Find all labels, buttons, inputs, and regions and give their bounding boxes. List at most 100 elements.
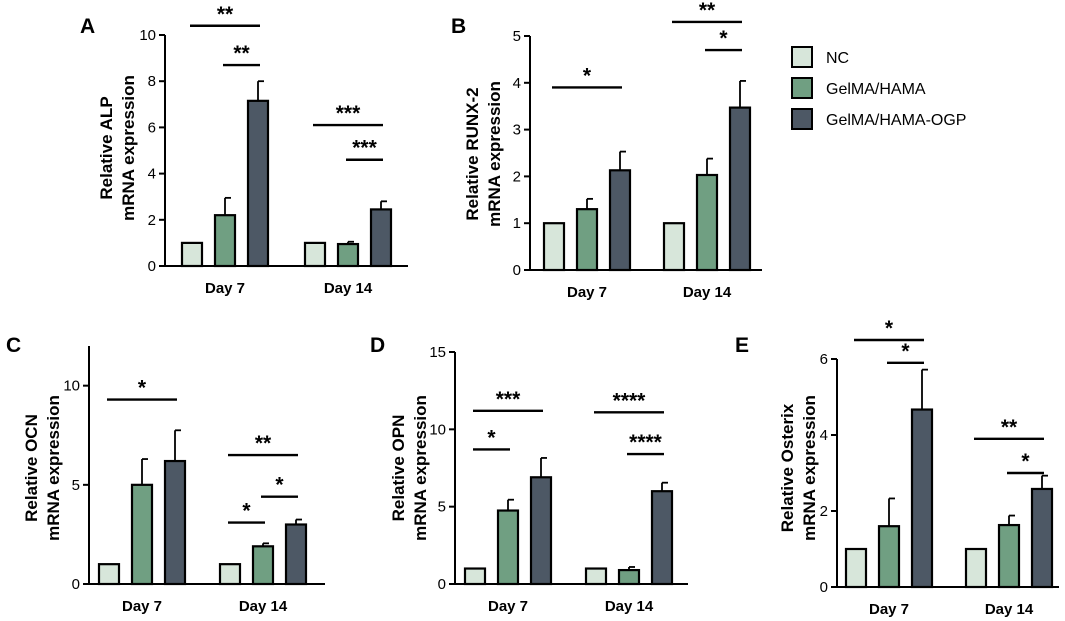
panel-letter: D (370, 334, 385, 357)
y-tick-label: 1 (513, 215, 521, 232)
bar-gelma-hama-day-7 (496, 509, 520, 586)
bar-nc-day-14 (964, 547, 988, 589)
y-axis-label-line: mRNA expression (44, 395, 63, 541)
y-axis-label-line: Relative OPN (389, 415, 408, 522)
bar-gelma-hama-day-14 (251, 545, 275, 586)
legend: NC GelMA/HAMA GelMA/HAMA-OGP (791, 46, 966, 130)
y-tick-label: 5 (438, 499, 446, 516)
bar-gelma-hama-day-14 (336, 242, 360, 268)
y-axis-label: Relative RUNX-2 mRNA expression (463, 81, 504, 227)
bar-nc-day-14 (584, 567, 608, 586)
significance-label: * (275, 474, 284, 497)
y-tick-label: 10 (63, 378, 80, 395)
y-tick-label: 4 (820, 427, 828, 444)
x-category-label: Day 7 (122, 598, 162, 615)
y-tick-label: 2 (513, 168, 521, 185)
bar-nc-day-14 (303, 241, 327, 268)
y-tick-label: 3 (513, 122, 521, 139)
bar-nc-day-14 (662, 222, 686, 272)
bar-nc-day-14 (218, 563, 242, 586)
bar-nc-day-7 (97, 563, 121, 586)
bar-nc-day-7 (463, 567, 487, 586)
bar-gelma-hama-ogp-day-14 (284, 523, 308, 586)
y-axis-label-line: mRNA expression (119, 75, 138, 221)
y-tick-label: 5 (513, 28, 521, 45)
y-tick-label: 0 (148, 258, 156, 275)
significance-label: * (583, 64, 592, 87)
y-axis-label: Relative ALP mRNA expression (97, 75, 138, 221)
y-tick-label: 5 (72, 477, 80, 494)
y-tick-label: 4 (148, 166, 156, 183)
y-tick-label: 8 (148, 73, 156, 90)
significance-label: * (138, 377, 147, 400)
legend-label: NC (826, 50, 849, 67)
y-axis-label-line: mRNA expression (485, 81, 504, 227)
significance-label: * (719, 27, 728, 50)
y-tick-label: 6 (148, 119, 156, 136)
y-axis-label: Relative OCN mRNA expression (22, 395, 63, 541)
y-tick-label: 15 (429, 344, 446, 361)
bar-gelma-hama-day-14 (997, 523, 1021, 589)
y-tick-label: 2 (148, 212, 156, 229)
x-category-label: Day 7 (869, 601, 909, 618)
bar-nc-day-7 (542, 222, 566, 272)
significance-label: * (242, 500, 251, 523)
bar-gelma-hama-ogp-day-14 (1030, 487, 1054, 589)
y-tick-label: 2 (820, 503, 828, 520)
panel-a: A Relative ALP mRNA expression 0 2 4 6 8 10 Day 7… (80, 3, 408, 297)
legend-label: GelMA/HAMA (826, 81, 926, 98)
bar-gelma-hama-ogp-day-7 (910, 408, 934, 589)
significance-label: * (487, 426, 496, 449)
x-category-label: Day 7 (567, 284, 607, 301)
significance-label: **** (629, 431, 663, 454)
bar-gelma-hama-ogp-day-7 (608, 169, 632, 272)
legend-swatch (791, 108, 813, 130)
bar-gelma-hama-ogp-day-14 (728, 106, 752, 272)
significance-label: **** (613, 389, 647, 412)
y-axis-label-line: Relative RUNX-2 (463, 87, 482, 220)
bar-gelma-hama-ogp-day-14 (369, 208, 393, 268)
significance-label: ** (1001, 416, 1018, 439)
panel-d: D Relative OPN mRNA expression 0 5 10 15 Day 7 D… (370, 334, 688, 615)
panel-letter: E (735, 334, 749, 357)
x-category-label: Day 14 (985, 601, 1034, 618)
significance-label: * (885, 317, 894, 340)
x-category-label: Day 14 (605, 598, 654, 615)
x-category-label: Day 7 (488, 598, 528, 615)
x-category-label: Day 14 (324, 280, 373, 297)
x-category-label: Day 7 (205, 280, 245, 297)
panel-b: B Relative RUNX-2 mRNA expression 0 1 2 3 4 5 Day… (451, 0, 762, 301)
bar-gelma-hama-ogp-day-14 (650, 490, 674, 586)
legend-label: GelMA/HAMA-OGP (826, 112, 966, 129)
bar-nc-day-7 (180, 241, 204, 268)
significance-label: * (901, 340, 910, 363)
panel-c: C Relative OCN mRNA expression 0 5 10 Day 7 Day… (6, 334, 325, 615)
x-category-label: Day 14 (239, 598, 288, 615)
panel-letter: A (80, 15, 95, 38)
bar-gelma-hama-day-7 (575, 208, 599, 272)
y-axis-label-line: mRNA expression (411, 395, 430, 541)
y-tick-label: 0 (72, 576, 80, 593)
bar-gelma-hama-ogp-day-7 (163, 459, 187, 586)
y-axis-label-line: mRNA expression (800, 395, 819, 541)
x-category-label: Day 14 (683, 284, 732, 301)
bar-gelma-hama-day-14 (695, 173, 719, 272)
y-tick-label: 0 (513, 262, 521, 279)
y-axis-label-line: Relative OCN (22, 414, 41, 522)
bar-nc-day-7 (844, 547, 868, 589)
bar-gelma-hama-ogp-day-7 (246, 99, 270, 268)
y-tick-label: 6 (820, 351, 828, 368)
y-tick-label: 10 (429, 421, 446, 438)
y-tick-label: 4 (513, 75, 521, 92)
bar-gelma-hama-ogp-day-7 (529, 476, 553, 586)
significance-label: *** (352, 137, 377, 160)
y-axis-label-line: Relative Osterix (778, 403, 797, 532)
significance-label: ** (699, 0, 716, 22)
significance-label: *** (336, 102, 361, 125)
panel-letter: B (451, 15, 466, 38)
bar-gelma-hama-day-7 (130, 483, 154, 586)
bar-gelma-hama-day-14 (617, 568, 641, 586)
bar-gelma-hama-day-7 (213, 214, 237, 268)
